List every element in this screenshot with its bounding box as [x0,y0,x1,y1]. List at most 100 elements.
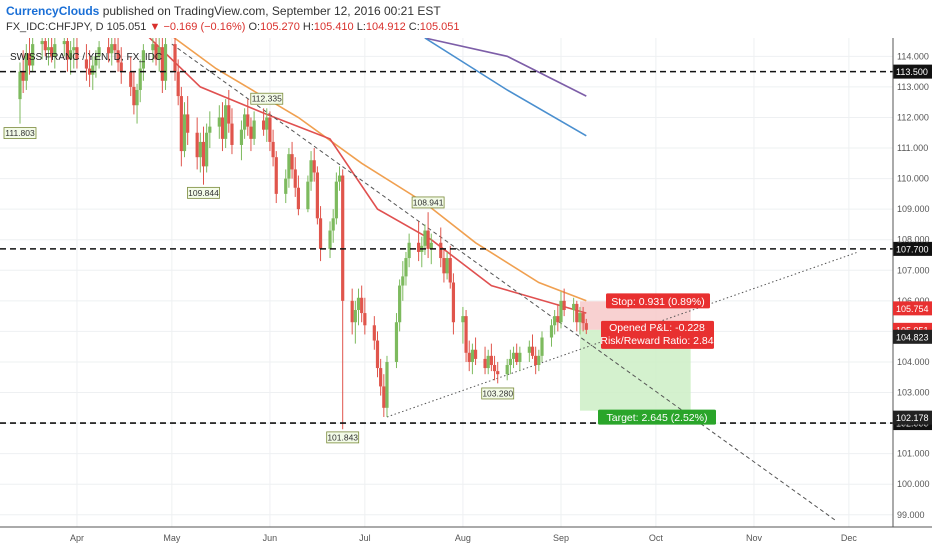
candle [246,99,250,136]
candle-body [483,358,487,369]
candle [284,169,288,204]
pivot-box [326,431,360,444]
candle [470,343,474,375]
candle-body [217,117,221,127]
candle-body [584,323,588,330]
candle [119,47,123,84]
rr-label: Risk/Reward Ratio: 2.84 [600,335,713,347]
candle [239,120,244,161]
candle-body [508,358,512,366]
candle-body [173,44,177,72]
x-tick-label: Aug [455,533,471,543]
candle [65,38,70,72]
close-label: C: [408,21,420,33]
pivot-label: 112.335 [252,94,282,104]
candle [205,123,209,173]
candle [486,349,490,375]
candle-body [530,346,535,356]
y-tick-label: 113.000 [897,82,929,92]
open-label: O: [248,21,261,33]
candle [584,318,588,335]
candle [201,126,206,185]
candle [116,38,120,72]
candle-body [398,285,402,323]
pivot-label: 109.844 [188,188,219,198]
pivot-labels: 111.803 112.335 109.844 108.941 103.280 101.8… [3,92,515,444]
axis-price-label: 104.823 [896,332,929,342]
high-value: 105.410 [313,21,354,33]
candle-body [556,316,560,323]
candle-body [24,53,28,81]
candle [287,148,291,188]
low-value: 104.912 [365,21,406,33]
author-name[interactable]: CurrencyClouds [6,4,100,18]
candle-body [407,242,411,259]
candle-body [360,297,364,314]
candle [337,166,342,191]
candle [515,343,519,366]
candle [160,38,164,94]
candle-body [353,310,357,323]
candle [312,148,316,182]
candle-body [423,230,427,246]
candle [423,224,427,255]
candle-body [163,44,168,81]
candle [157,38,161,72]
candle [262,108,266,136]
candle-body [549,325,554,338]
candle-body [243,114,247,130]
candle [505,358,509,381]
stop-label: Stop: 0.931 (0.89%) [611,296,704,308]
candle [530,334,535,359]
candle [404,251,408,286]
candle [572,297,576,323]
candle-body [88,68,92,75]
candle-body [341,175,345,301]
candle-body [350,300,354,323]
candle [401,261,405,301]
candle-body [464,316,468,353]
candle-body [511,352,516,359]
candle [106,38,111,63]
candle-body [581,313,585,324]
candle-body [182,114,187,152]
candle [508,349,512,375]
candle [540,331,544,362]
candle [553,310,557,335]
candle [489,343,493,372]
y-tick-label: 106.000 [897,296,930,306]
candle [97,41,101,69]
candle-body [151,44,155,51]
axes: 99.000100.000101.000102.000103.000104.00… [0,38,932,543]
candle-body [442,258,446,274]
moving-average-line [424,38,587,137]
candle [182,102,187,158]
axis-price-label: 102.178 [896,413,929,423]
candle [315,166,319,225]
candle [186,96,190,145]
candle-body [246,114,250,127]
y-tick-label: 111.000 [897,143,928,153]
candle-body [401,276,405,286]
close-value: 105.051 [419,21,460,33]
pivot-box [187,186,220,199]
candle [559,291,563,329]
candle [75,38,79,69]
candle-body [496,371,500,375]
candle-body [201,141,206,167]
moving-averages [148,38,587,314]
candle [549,319,554,347]
candle [417,221,421,262]
high-label: H: [302,21,314,33]
candle [176,59,180,106]
x-tick-label: Jun [263,533,278,543]
x-tick-label: Sep [553,533,569,543]
symbol-name: FX_IDC:CHFJPY, D [6,21,104,33]
x-tick-label: Apr [70,533,84,543]
candle [293,157,297,197]
candle-body [230,123,234,145]
candle [252,111,256,145]
publish-line: CurrencyClouds published on TradingView.… [6,4,441,18]
candle [195,117,199,170]
